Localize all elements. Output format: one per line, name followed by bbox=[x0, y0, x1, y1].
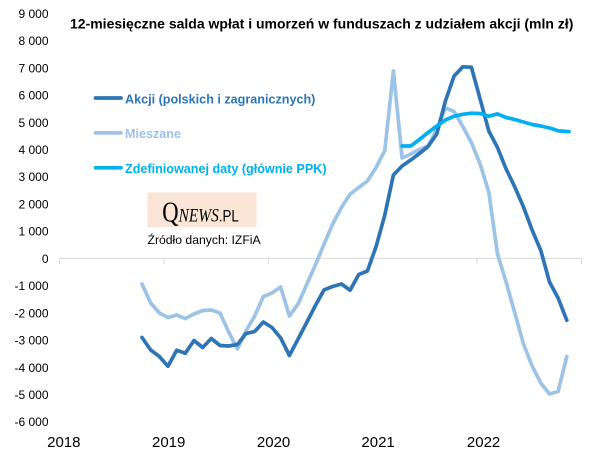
svg-text:-3 000: -3 000 bbox=[14, 334, 48, 348]
svg-text:-6 000: -6 000 bbox=[14, 415, 48, 429]
svg-text:-5 000: -5 000 bbox=[14, 388, 48, 402]
svg-text:-2 000: -2 000 bbox=[14, 306, 48, 320]
svg-text:8 000: 8 000 bbox=[18, 34, 48, 48]
svg-text:2022: 2022 bbox=[467, 434, 500, 451]
svg-text:-1 000: -1 000 bbox=[14, 279, 48, 293]
svg-text:Źródło danych: IZFiA: Źródło danych: IZFiA bbox=[148, 232, 262, 247]
svg-text:12-miesięczne salda wpłat i um: 12-miesięczne salda wpłat i umorzeń w fu… bbox=[70, 16, 573, 32]
svg-text:6 000: 6 000 bbox=[18, 89, 48, 103]
svg-text:5 000: 5 000 bbox=[18, 116, 48, 130]
svg-text:9 000: 9 000 bbox=[18, 7, 48, 21]
svg-text:QNEWS.PL: QNEWS.PL bbox=[162, 197, 239, 228]
svg-text:0: 0 bbox=[42, 252, 49, 266]
svg-text:Akcji (polskich i zagranicznyc: Akcji (polskich i zagranicznych) bbox=[125, 92, 315, 106]
svg-text:4 000: 4 000 bbox=[18, 143, 48, 157]
svg-text:2021: 2021 bbox=[361, 434, 394, 451]
svg-text:7 000: 7 000 bbox=[18, 61, 48, 75]
svg-text:1 000: 1 000 bbox=[18, 225, 48, 239]
svg-text:Mieszane: Mieszane bbox=[125, 127, 181, 141]
svg-text:-4 000: -4 000 bbox=[14, 361, 48, 375]
svg-text:Zdefiniowanej daty (głównie PP: Zdefiniowanej daty (głównie PPK) bbox=[125, 162, 327, 176]
svg-text:2019: 2019 bbox=[152, 434, 185, 451]
svg-text:3 000: 3 000 bbox=[18, 170, 48, 184]
svg-text:2 000: 2 000 bbox=[18, 198, 48, 212]
svg-text:2020: 2020 bbox=[257, 434, 290, 451]
svg-text:2018: 2018 bbox=[47, 434, 80, 451]
